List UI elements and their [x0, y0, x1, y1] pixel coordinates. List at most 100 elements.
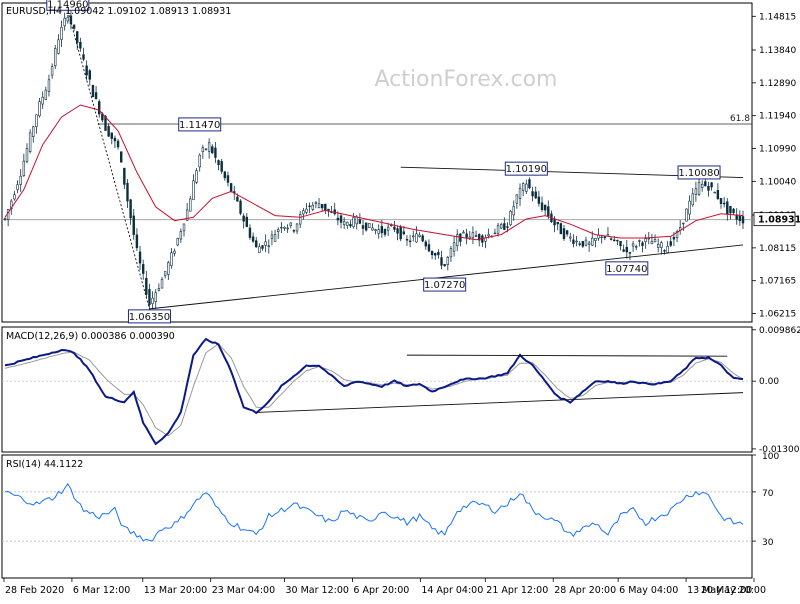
candle	[22, 153, 26, 178]
candle-body	[405, 239, 409, 241]
candle-body	[399, 226, 402, 240]
candle-body	[88, 70, 91, 80]
candle	[622, 244, 625, 253]
candle-body	[251, 236, 255, 242]
candle-body	[565, 230, 569, 235]
candle-body	[126, 182, 129, 202]
candle	[280, 222, 283, 234]
candle-body	[16, 184, 19, 190]
candle-body	[98, 101, 101, 115]
candle-body	[255, 240, 258, 248]
candle	[383, 228, 387, 237]
candle	[700, 180, 704, 192]
candle-body	[113, 137, 117, 142]
candle	[110, 132, 113, 145]
candle-body	[349, 224, 352, 227]
candle	[631, 240, 635, 253]
candle	[63, 12, 66, 31]
price-level-label-text: 1.11470	[179, 120, 220, 131]
candle	[459, 233, 462, 247]
candle-body	[368, 223, 371, 228]
candle	[543, 204, 547, 216]
candle	[496, 222, 500, 237]
candle	[258, 243, 261, 254]
price-level-label-text: 1.07740	[606, 264, 647, 275]
moving-average-line	[4, 104, 744, 241]
candle	[38, 98, 41, 118]
candle-body	[176, 237, 179, 246]
candle	[609, 236, 613, 241]
candle	[94, 86, 98, 100]
price-level-label-text: 1.06350	[129, 312, 170, 323]
price-y-tick-label: 1.07165	[759, 277, 796, 287]
candle	[151, 291, 154, 310]
candle	[82, 47, 85, 62]
candle-body	[286, 227, 289, 230]
candle	[474, 230, 478, 237]
price-level-label-box	[504, 161, 548, 176]
candle	[277, 227, 280, 239]
candle	[650, 233, 654, 245]
candle	[255, 236, 258, 248]
candle-body	[452, 242, 456, 252]
candle	[509, 210, 512, 227]
candle	[669, 236, 672, 247]
candle	[405, 235, 409, 246]
candle	[515, 194, 519, 209]
candle-body	[691, 193, 694, 206]
candle-body	[631, 243, 635, 247]
x-tick-label: 6 Mar 12:00	[73, 585, 130, 596]
candle-body	[386, 226, 390, 231]
candle-body	[700, 184, 704, 188]
candle-body	[22, 160, 26, 176]
candle-body	[82, 54, 85, 60]
candle	[386, 222, 390, 237]
candle-body	[41, 96, 44, 105]
candle	[738, 210, 742, 226]
candle	[726, 198, 729, 221]
candle	[587, 240, 591, 252]
candle	[578, 240, 581, 247]
candle-body	[198, 154, 201, 168]
candle	[98, 99, 101, 118]
candle	[478, 233, 481, 247]
candle-body	[509, 211, 512, 226]
candle-body	[408, 240, 412, 243]
macd-panel-frame	[1, 326, 753, 453]
candle-body	[302, 210, 305, 215]
candle-body	[214, 147, 217, 158]
candle-body	[738, 215, 742, 222]
candle-body	[449, 248, 453, 258]
candle	[666, 241, 669, 253]
current-price-label: 1.08931	[758, 215, 800, 226]
candle-body	[537, 196, 541, 204]
price-level-label: 1.11470	[178, 117, 222, 132]
candle-body	[324, 203, 327, 211]
candle-body	[195, 170, 198, 183]
candle-body	[151, 297, 154, 304]
candle	[135, 228, 139, 251]
candle	[540, 196, 544, 212]
price-level-label-text: 1.10190	[506, 164, 547, 175]
price-level-label-box	[423, 277, 467, 292]
candle	[182, 223, 186, 237]
candle-body	[697, 182, 701, 195]
candle-body	[258, 246, 261, 254]
candle	[493, 228, 497, 235]
candle-body	[189, 198, 192, 212]
candle	[267, 239, 270, 254]
candle	[13, 190, 16, 201]
candle	[682, 222, 685, 231]
candle	[220, 158, 223, 174]
candle-body	[672, 237, 676, 240]
candle-body	[503, 223, 506, 230]
macd-y-tick-label: 0.009862	[759, 326, 800, 336]
candle	[189, 195, 192, 212]
candle	[60, 20, 63, 47]
candle	[217, 159, 220, 171]
candle	[289, 222, 292, 229]
x-tick-label: 21 Apr 12:00	[486, 585, 548, 596]
candle	[226, 171, 230, 187]
candle-body	[145, 277, 148, 295]
candle	[678, 220, 682, 235]
